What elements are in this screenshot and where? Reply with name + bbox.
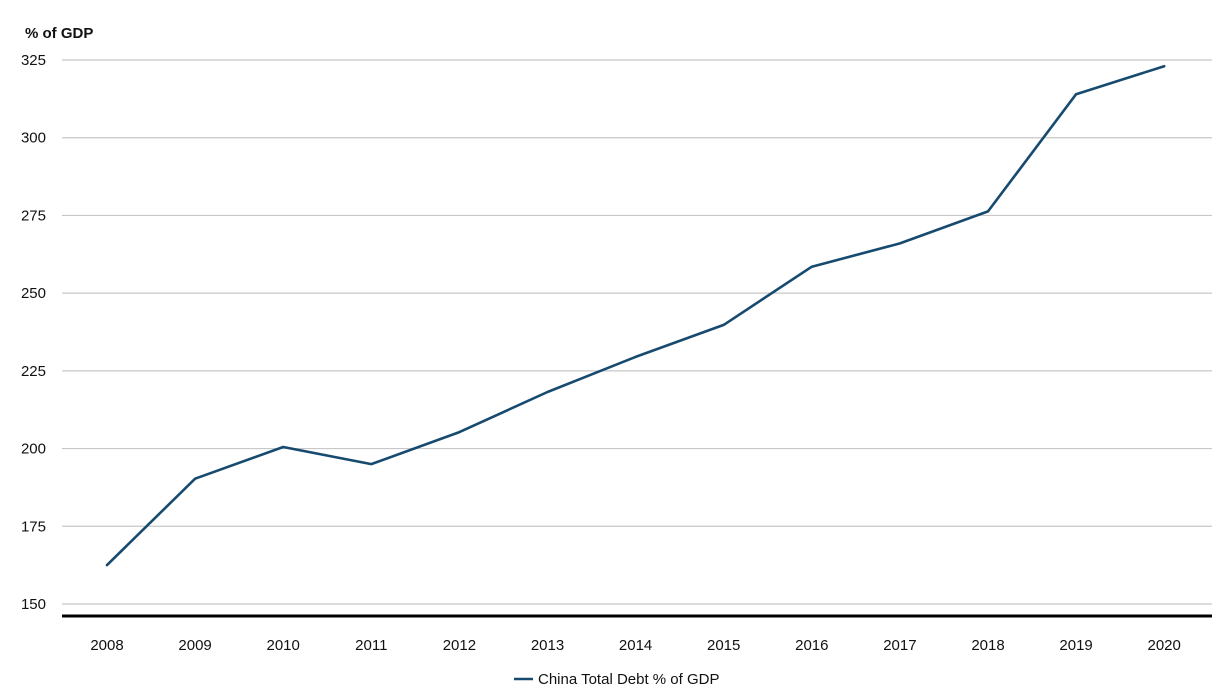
y-tick-label-300: 300 (21, 130, 46, 147)
y-tick-label-150: 150 (21, 596, 46, 613)
x-tick-label-2011: 2011 (355, 637, 387, 654)
x-tick-label-2016: 2016 (795, 637, 828, 654)
y-tick-label-325: 325 (21, 52, 46, 69)
x-tick-label-2018: 2018 (971, 637, 1004, 654)
y-tick-label-250: 250 (21, 285, 46, 302)
series-line-0 (107, 66, 1164, 565)
legend: China Total Debt % of GDP (514, 671, 719, 688)
x-tick-label-2019: 2019 (1059, 637, 1092, 654)
x-tick-label-2017: 2017 (883, 637, 916, 654)
x-tick-label-2012: 2012 (443, 637, 476, 654)
x-tick-label-2015: 2015 (707, 637, 740, 654)
y-tick-label-275: 275 (21, 207, 46, 224)
x-axis-tick-labels: 2008 2009 2010 2011 2012 2013 2014 2015 2016 2017… (90, 637, 1181, 654)
y-axis-unit-label: % of GDP (25, 25, 93, 42)
x-tick-label-2020: 2020 (1148, 637, 1181, 654)
legend-label: China Total Debt % of GDP (538, 671, 719, 688)
y-tick-label-175: 175 (21, 518, 46, 535)
y-tick-label-225: 225 (21, 363, 46, 380)
x-tick-label-2009: 2009 (178, 637, 211, 654)
x-tick-label-2010: 2010 (267, 637, 300, 654)
x-tick-label-2008: 2008 (90, 637, 123, 654)
y-tick-label-200: 200 (21, 441, 46, 458)
y-axis-tick-labels: 150 175 200 225 250 275 300 325 (21, 52, 46, 613)
x-tick-label-2013: 2013 (531, 637, 564, 654)
series-lines (107, 66, 1164, 565)
x-tick-label-2014: 2014 (619, 637, 652, 654)
